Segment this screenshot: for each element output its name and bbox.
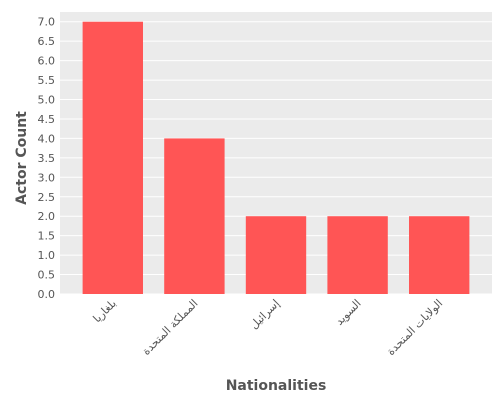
y-tick-label: 2.5 — [38, 191, 56, 204]
y-tick-label: 1.5 — [38, 230, 56, 243]
y-tick-label: 7.0 — [38, 16, 56, 29]
y-tick-label: 4.5 — [38, 113, 56, 126]
bar — [327, 216, 388, 294]
y-tick-label: 3.0 — [38, 171, 56, 184]
y-tick-label: 0.5 — [38, 269, 56, 282]
y-tick-label: 5.5 — [38, 74, 56, 87]
bars — [82, 21, 470, 294]
y-tick-label: 0.0 — [38, 288, 56, 301]
y-tick-label: 6.0 — [38, 55, 56, 68]
bar — [409, 216, 470, 294]
bar — [82, 21, 143, 294]
y-tick-labels: 0.0 0.5 1.0 1.5 2.0 2.5 3.0 3.5 4.0 4.5 5.0 5.5 6.0 6… — [38, 16, 56, 301]
y-tick-label: 6.5 — [38, 35, 56, 48]
x-tick-label: الولايات المتحدة — [384, 297, 445, 358]
y-tick-label: 2.0 — [38, 210, 56, 223]
x-axis-label: Nationalities — [226, 378, 327, 394]
x-tick-label: المملكة المتحدة — [140, 297, 201, 358]
y-axis-label: Actor Count — [14, 111, 30, 205]
x-tick-labels: بلغاريا المملكة المتحدة إسرائيل السويد الولا… — [91, 297, 446, 358]
x-tick-label: السويد — [333, 297, 364, 328]
bar — [164, 138, 225, 294]
x-tick-label: بلغاريا — [91, 297, 119, 325]
y-tick-label: 4.0 — [38, 132, 56, 145]
y-tick-label: 1.0 — [38, 249, 56, 262]
y-tick-label: 5.0 — [38, 94, 56, 107]
bar — [245, 216, 307, 294]
x-tick-label: إسرائيل — [247, 297, 282, 332]
y-tick-label: 3.5 — [38, 152, 56, 165]
